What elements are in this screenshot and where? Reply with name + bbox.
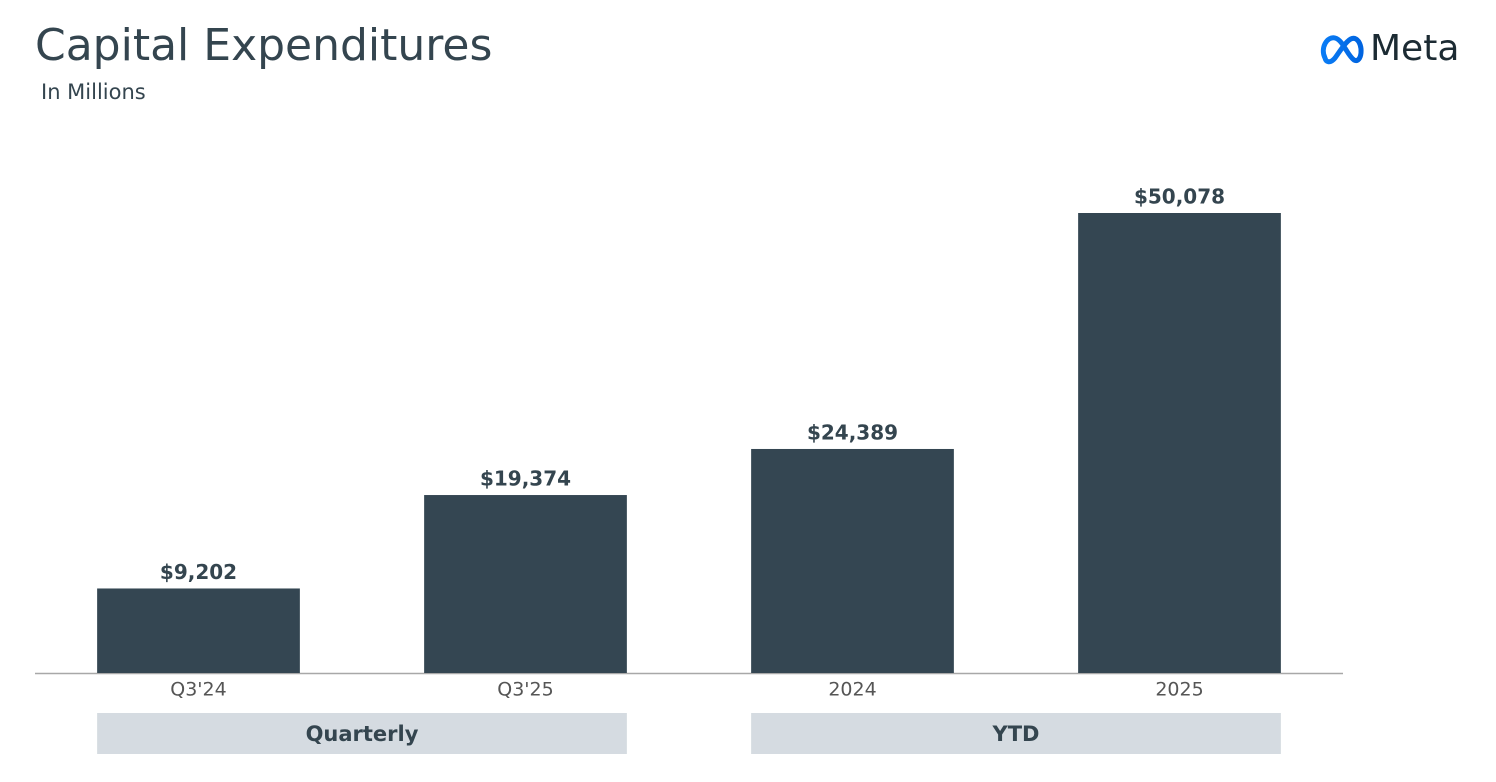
brand-logo-icon — [1320, 35, 1364, 65]
bar — [424, 495, 627, 673]
x-tick-label: 2025 — [1155, 679, 1203, 701]
x-tick-label: 2024 — [828, 679, 876, 701]
brand-logo-text: Meta — [1370, 28, 1459, 69]
bar — [97, 588, 300, 673]
group-box — [751, 713, 1281, 754]
bar — [751, 448, 954, 673]
value-label: $24,389 — [807, 420, 898, 444]
value-label: $50,078 — [1134, 185, 1225, 209]
group-label: Quarterly — [306, 722, 419, 746]
x-tick-label: Q3'25 — [497, 679, 553, 701]
group-box — [97, 713, 627, 754]
x-tick-label: Q3'24 — [170, 679, 226, 701]
chart-title: Capital Expenditures — [35, 20, 492, 71]
bar — [1078, 213, 1281, 673]
group-label: YTD — [992, 722, 1040, 746]
value-label: $9,202 — [160, 560, 237, 584]
chart-subtitle: In Millions — [41, 80, 146, 104]
value-label: $19,374 — [480, 467, 571, 491]
